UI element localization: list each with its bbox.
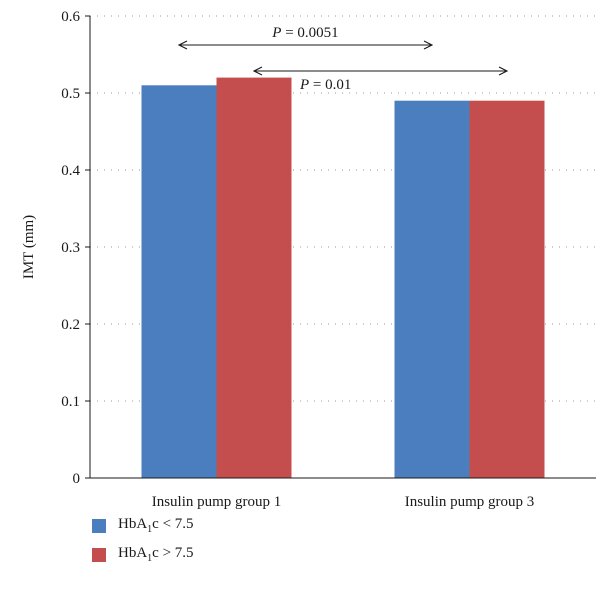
p-value-label-1: P = 0.0051	[271, 25, 338, 41]
y-tick-label-4: 0.4	[61, 163, 80, 179]
x-tick-label-2: Insulin pump group 3	[405, 494, 535, 510]
y-axis-title: IMT (mm)	[21, 215, 37, 279]
annotations: P = 0.0051 P = 0.01	[179, 25, 507, 93]
x-tick-label-1: Insulin pump group 1	[152, 494, 282, 510]
bar-2-1	[216, 77, 292, 478]
bar-2-2	[469, 100, 545, 478]
bar-1-2	[394, 100, 470, 478]
legend-item-1: HbA1c < 7.5	[92, 516, 194, 535]
y-tick-label-6: 0.6	[61, 9, 80, 25]
legend-label-1: HbA1c < 7.5	[118, 516, 194, 535]
y-tick-label-1: 0.1	[61, 394, 80, 410]
bars	[141, 77, 545, 479]
legend-item-2: HbA1c > 7.5	[92, 545, 194, 564]
bar-1-1	[141, 85, 217, 479]
legend-swatch-1	[92, 518, 106, 533]
legend-swatch-2	[92, 547, 106, 562]
y-tick-label-3: 0.3	[61, 240, 80, 256]
axes: 0 0.1 0.2 0.3 0.4 0.5 0.6 Insulin pump group 1 I…	[21, 9, 596, 510]
legend-label-2: HbA1c > 7.5	[118, 545, 194, 564]
p-value-label-2: P = 0.01	[299, 77, 351, 93]
y-tick-label-2: 0.2	[61, 317, 80, 333]
y-tick-label-5: 0.5	[61, 86, 80, 102]
y-tick-label-0: 0	[73, 471, 81, 487]
